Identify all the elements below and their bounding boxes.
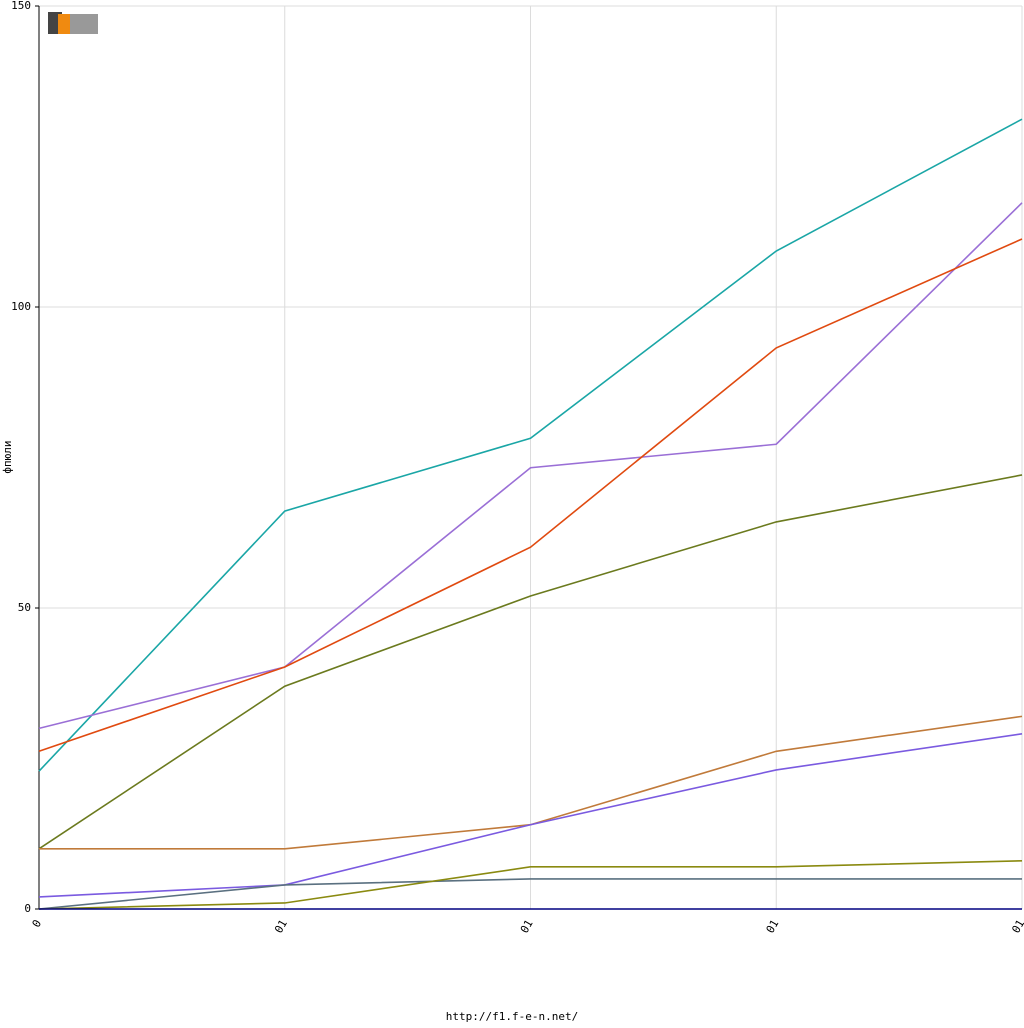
y-tick-label: 100 [11,300,31,313]
y-axis-label: фпюли [1,440,14,473]
y-tick-label: 150 [11,0,31,12]
series-line [38,733,1023,898]
x-tick-label: 01 [1009,918,1024,936]
x-tick-label: 01 [518,918,536,936]
x-tick-label: 01 [272,918,290,936]
footer: http://f1.f-e-n.net/ [446,1010,578,1023]
series-line [38,878,1022,910]
series-line [38,238,1023,753]
y-tick-label: 50 [18,601,31,614]
series-line [38,474,1023,850]
series-line [38,860,1023,910]
series-line [38,202,1023,730]
y-tick-label: 0 [24,902,31,915]
x-tick-label: 01 [764,918,782,936]
logo [48,12,98,34]
series-line [38,118,1023,772]
